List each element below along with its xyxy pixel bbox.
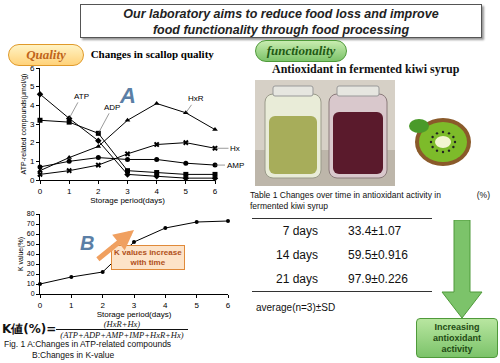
svg-text:60: 60 [27, 230, 35, 237]
svg-text:2: 2 [30, 138, 35, 147]
html-text:Our laboratory aims to reduce: Our laboratory aims to reduce food loss … [123, 7, 439, 21]
svg-text:1: 1 [30, 157, 35, 166]
svg-text:20: 20 [27, 270, 35, 277]
svg-text:ADP: ADP [104, 103, 120, 112]
svg-text:Storage period(days): Storage period(days) [90, 196, 165, 205]
svg-text:Hx: Hx [230, 144, 240, 153]
svg-text:0: 0 [38, 187, 43, 196]
svg-text:0: 0 [31, 290, 35, 297]
svg-text:1: 1 [69, 301, 74, 310]
svg-text:HxR: HxR [188, 94, 204, 103]
svg-text:ATP: ATP [74, 92, 89, 101]
svg-text:6: 6 [29, 63, 35, 73]
html-text:Quality: Quality [26, 47, 66, 62]
svg-text:K values increasewith time: K values increasewith time [114, 248, 182, 267]
html-text:B:Changes in K-value: B:Changes in K-value [32, 350, 115, 360]
html-text:59.5±0.916: 59.5±0.916 [348, 248, 408, 262]
html-text:21 days: 21 days [276, 272, 318, 286]
html-text:functionality: functionality [266, 43, 336, 58]
svg-text:4: 4 [30, 101, 35, 110]
html-text:K値(%)=: K値(%)= [2, 321, 57, 336]
svg-text:6: 6 [213, 187, 218, 196]
svg-text:5: 5 [184, 187, 189, 196]
svg-text:3: 3 [132, 301, 137, 310]
svg-text:2: 2 [96, 187, 101, 196]
html-text:97.9±0.226: 97.9±0.226 [348, 272, 408, 286]
svg-text:0: 0 [38, 301, 43, 310]
html-text:Antioxidant in fermented kiwi: Antioxidant in fermented kiwi syrup [272, 62, 460, 76]
svg-text:4: 4 [163, 301, 168, 310]
html-text:(HxR+Hx): (HxR+Hx) [103, 318, 141, 329]
html-text:(ATP+ADP+AMP+IMP+HxR+Hx): (ATP+ADP+AMP+IMP+HxR+Hx) [60, 329, 184, 340]
svg-text:A: A [119, 83, 136, 108]
svg-text:K value(%): K value(%) [17, 237, 25, 271]
html-text:Table 1 Changes over time in a: Table 1 Changes over time in antioxidant… [250, 190, 441, 211]
html-text:food functionality through foo: food functionality through food processi… [152, 23, 410, 37]
svg-text:70: 70 [27, 220, 35, 227]
svg-text:10: 10 [27, 280, 35, 287]
svg-text:B: B [80, 232, 94, 254]
html-text:14 days: 14 days [276, 248, 318, 262]
svg-text:30: 30 [27, 260, 35, 267]
svg-text:AMP: AMP [227, 161, 244, 170]
svg-text:3: 3 [125, 187, 130, 196]
svg-text:0: 0 [30, 176, 35, 185]
html-text:average(n=3)±SD: average(n=3)±SD [256, 302, 336, 313]
svg-text:2: 2 [100, 301, 105, 310]
html-text:Fig. 1 A:Changes in ATP-relate: Fig. 1 A:Changes in ATP-related compound… [4, 339, 172, 349]
svg-text:3: 3 [30, 120, 35, 129]
html-text:Increasing antioxidant activit: Increasing antioxidant activity [433, 321, 481, 354]
svg-text:4: 4 [154, 187, 159, 196]
svg-text:5: 5 [194, 301, 199, 310]
html-text:33.4±1.07: 33.4±1.07 [348, 224, 402, 238]
svg-text:6: 6 [226, 301, 231, 310]
svg-text:50: 50 [27, 240, 35, 247]
svg-text:5: 5 [30, 82, 35, 91]
svg-text:ATP-related compounds(μmol/g): ATP-related compounds(μmol/g) [20, 74, 28, 175]
html-text:7 days: 7 days [282, 224, 318, 238]
svg-text:40: 40 [27, 250, 35, 257]
svg-text:Changes in scallop quality: Changes in scallop quality [91, 48, 215, 60]
svg-text:1: 1 [67, 187, 72, 196]
svg-text:Storage period(days): Storage period(days) [97, 310, 172, 319]
svg-text:80: 80 [27, 210, 35, 217]
